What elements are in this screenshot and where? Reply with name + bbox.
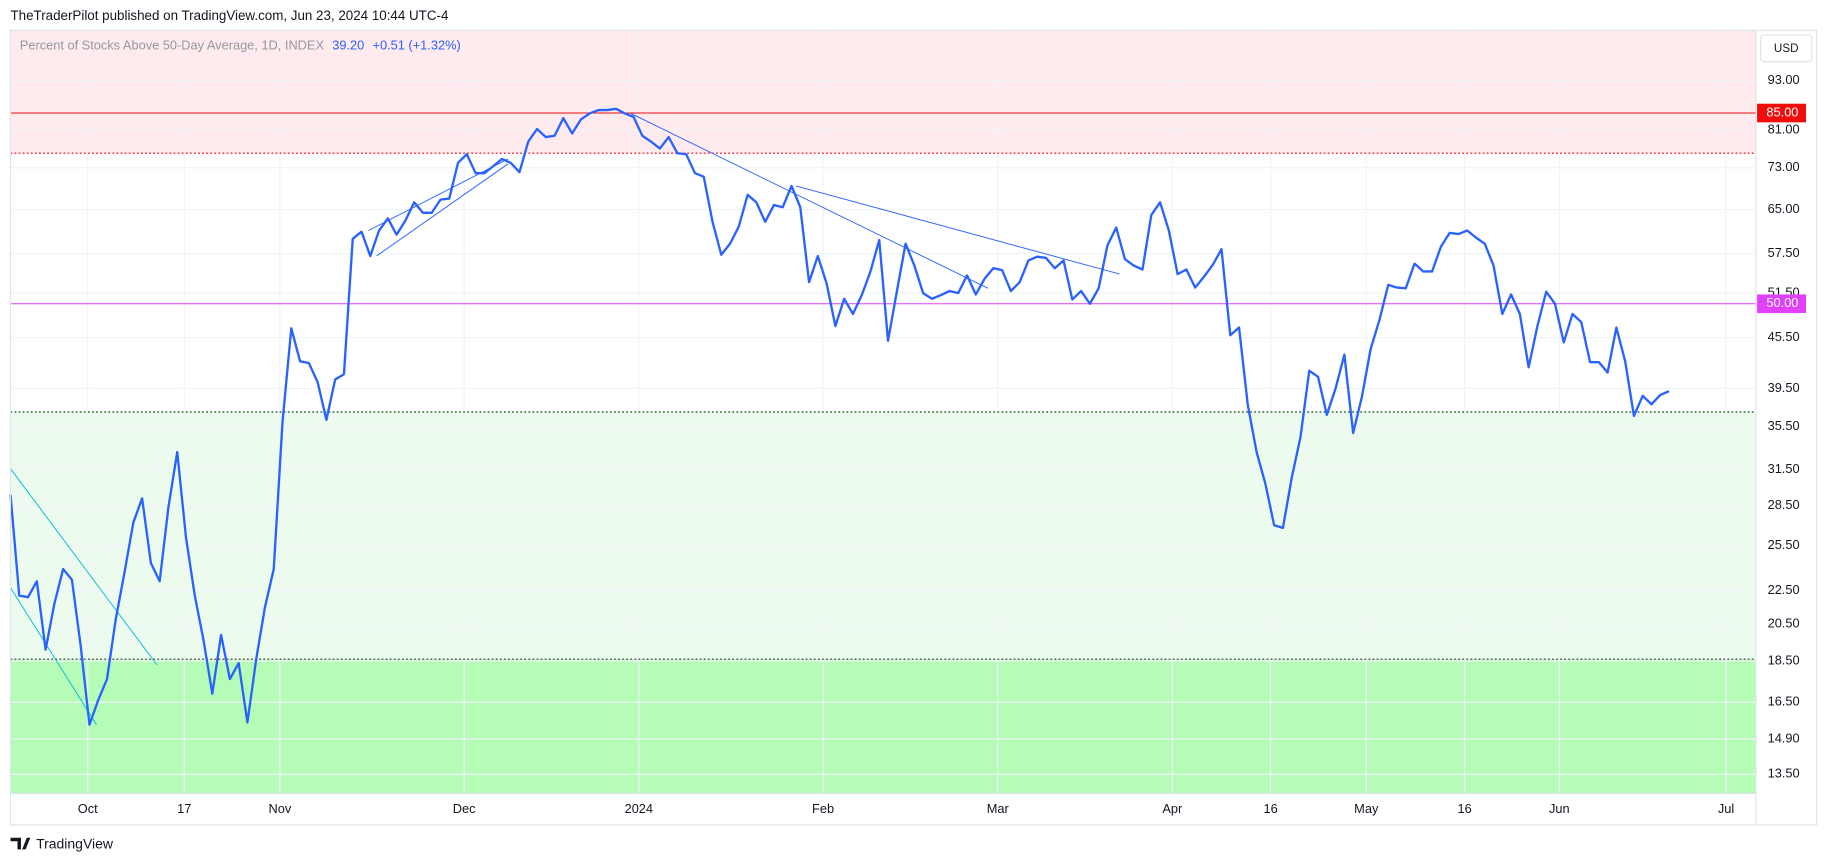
y-tick-label: 45.50: [1768, 329, 1800, 344]
y-tick-label: 25.50: [1768, 537, 1800, 552]
trendline: [10, 468, 158, 666]
published-line: TheTraderPilot published on TradingView.…: [10, 8, 448, 23]
x-tick-label: May: [1354, 801, 1379, 816]
x-tick-label: Mar: [987, 801, 1010, 816]
x-tick-label: Feb: [812, 801, 834, 816]
level-label: 85.00: [1766, 104, 1798, 119]
trendline: [368, 158, 509, 231]
x-tick-label: Apr: [1162, 801, 1183, 816]
y-tick-label: 20.50: [1768, 616, 1800, 631]
y-tick-label: 31.50: [1768, 461, 1800, 476]
trendline: [376, 163, 509, 257]
chart-frame: [9, 29, 1818, 826]
x-tick-label: Dec: [453, 801, 476, 816]
legend-last: 39.20: [332, 38, 364, 53]
y-tick-label: 65.00: [1768, 201, 1800, 216]
level-label-box: [1757, 103, 1807, 123]
x-tick-label: Oct: [78, 801, 98, 816]
trendline: [630, 113, 989, 289]
zone: [10, 659, 1756, 794]
plot-area: [9, 30, 1756, 794]
currency-button[interactable]: [1760, 34, 1813, 63]
y-tick-label: 39.50: [1768, 380, 1800, 395]
logo-icon: [10, 837, 31, 850]
y-tick-label: 16.50: [1768, 694, 1800, 709]
x-tick-label: 17: [177, 801, 191, 816]
x-tick-label: Jul: [1718, 801, 1734, 816]
y-tick-label: 13.50: [1768, 766, 1800, 781]
legend: Percent of Stocks Above 50-Day Average, …: [20, 38, 461, 53]
y-tick-label: 81.00: [1768, 122, 1800, 137]
footer-brand: TradingView: [36, 835, 114, 851]
x-tick-label: 2024: [625, 801, 653, 816]
x-tick-label: Nov: [269, 801, 292, 816]
legend-name: Percent of Stocks Above 50-Day Average, …: [20, 38, 325, 53]
y-tick-label: 57.50: [1768, 245, 1800, 260]
y-tick-label: 14.90: [1768, 730, 1800, 745]
x-tick-label: 16: [1457, 801, 1471, 816]
trendline: [10, 587, 97, 725]
y-tick-label: 73.00: [1768, 159, 1800, 174]
trendline: [795, 185, 1120, 275]
y-tick-label: 18.50: [1768, 653, 1800, 668]
y-tick-label: 28.50: [1768, 497, 1800, 512]
y-tick-label: 35.50: [1768, 418, 1800, 433]
x-tick-label: Jun: [1549, 801, 1570, 816]
level-label: 50.00: [1766, 295, 1798, 310]
currency-label[interactable]: USD: [1774, 42, 1799, 55]
level-label-box: [1757, 294, 1807, 314]
tradingview-logo: TradingView: [10, 835, 114, 851]
zone: [10, 411, 1756, 660]
x-tick-label: 16: [1264, 801, 1278, 816]
series-line: [9, 107, 1670, 726]
legend-change: +0.51: [372, 38, 404, 53]
y-tick-label: 22.50: [1768, 582, 1800, 597]
y-tick-label: 93.00: [1768, 72, 1800, 87]
legend-change-pct: (+1.32%): [408, 38, 460, 53]
